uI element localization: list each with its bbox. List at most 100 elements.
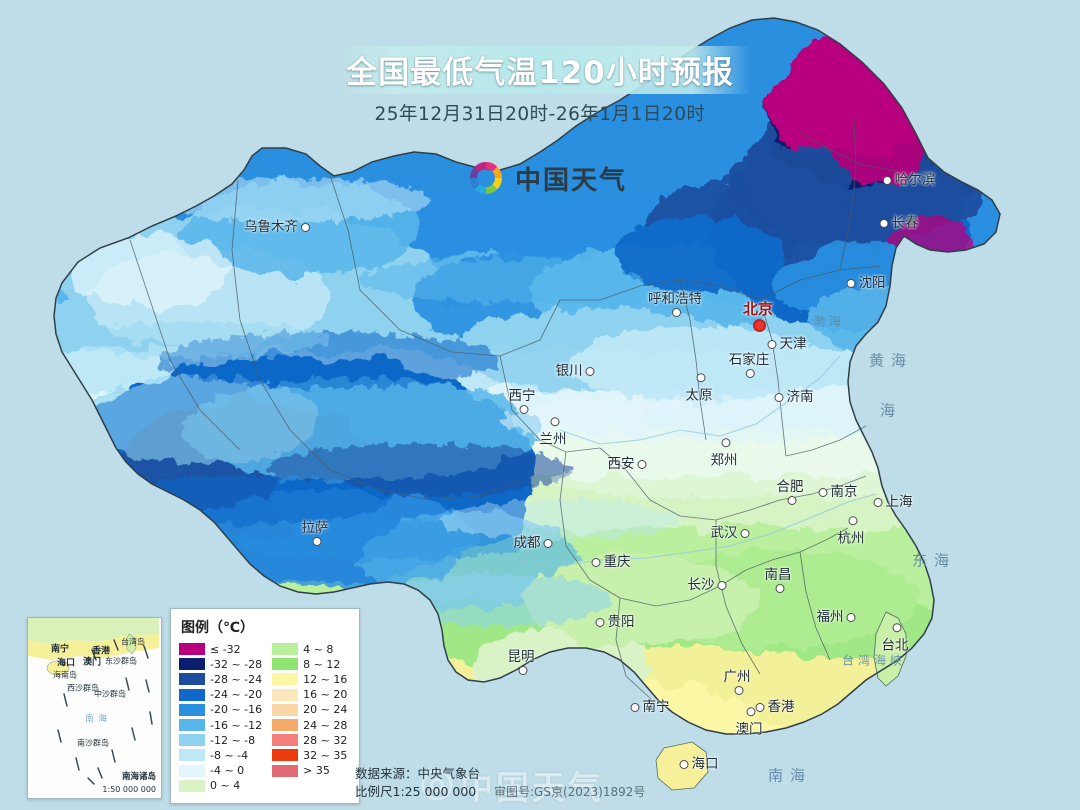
- city-name: 太原: [685, 386, 713, 403]
- inset-place-label: 海南岛: [53, 670, 77, 680]
- city-label: 海口: [679, 752, 719, 772]
- city-marker-icon: [892, 623, 901, 633]
- legend-row: -8 ~ -4: [179, 748, 262, 762]
- inset-place-label: 南宁: [50, 644, 70, 655]
- city-name: 澳门: [735, 720, 763, 737]
- city-label: 杭州: [838, 516, 865, 546]
- city-marker-icon: [637, 459, 647, 469]
- city-label: 长春: [879, 211, 919, 231]
- city-name: 重庆: [603, 554, 631, 570]
- legend-range-label: 24 ~ 28: [303, 718, 348, 732]
- legend-row: -28 ~ -24: [179, 672, 262, 686]
- city-label: 石家庄: [729, 348, 769, 378]
- legend-row: -24 ~ -20: [179, 688, 262, 702]
- logo-text: 中国天气: [515, 165, 628, 196]
- city-label: 福州: [817, 605, 856, 625]
- city-name: 贵阳: [607, 614, 635, 630]
- legend-row: -4 ~ 0: [179, 764, 262, 778]
- city-marker-icon: [846, 612, 856, 622]
- city-name: 北京: [742, 300, 774, 318]
- legend-title: 图例（℃）: [181, 620, 254, 636]
- city-name: 兰州: [539, 430, 567, 447]
- city-label: 成都: [514, 531, 553, 551]
- city-marker-icon: [740, 528, 750, 538]
- legend-swatch: [272, 734, 299, 747]
- city-marker-icon: [879, 218, 889, 228]
- legend-swatch: [179, 764, 205, 777]
- city-label: 台北: [882, 623, 909, 653]
- sea-label: 渤海: [812, 314, 846, 329]
- inset-place-label: 海口: [56, 658, 76, 669]
- city-name: 西宁: [508, 388, 536, 404]
- city-marker-icon: [746, 368, 755, 378]
- city-marker-icon: [848, 516, 857, 526]
- map-footer: 数据来源：中央气象台 比例尺1:25 000 000: [355, 765, 480, 801]
- inset-sea-label: 南海: [84, 714, 112, 725]
- city-label: 天津: [767, 332, 807, 352]
- map-approval-number: 审图号:GS京(2023)1892号: [494, 785, 646, 799]
- city-label: 哈尔滨: [882, 168, 935, 188]
- city-label: 广州: [724, 665, 751, 695]
- legend-swatch: [179, 734, 205, 747]
- page-title: 全国最低气温120小时预报: [346, 55, 734, 91]
- city-marker-icon: [696, 373, 705, 383]
- city-marker-icon: [721, 438, 730, 448]
- city-name: 乌鲁木齐: [244, 219, 298, 235]
- city-name: 济南: [786, 389, 814, 405]
- legend-range-label: -16 ~ -12: [210, 718, 263, 732]
- city-marker-icon: [734, 685, 743, 695]
- city-label: 重庆: [591, 550, 631, 570]
- inset-place-label: 东沙群岛: [105, 656, 137, 666]
- legend-range-label: 4 ~ 8: [303, 642, 334, 656]
- city-marker-icon: [752, 319, 766, 332]
- legend-row: 32 ~ 35: [272, 748, 347, 762]
- city-label: 昆明: [508, 645, 535, 675]
- city-name: 沈阳: [858, 275, 886, 291]
- data-source: 数据来源：中央气象台: [355, 766, 481, 781]
- sea-label: 海: [879, 401, 903, 420]
- legend-swatch: [179, 658, 205, 671]
- legend-row: -12 ~ -8: [179, 733, 262, 747]
- city-label: 南宁: [630, 695, 670, 715]
- legend-row: 16 ~ 20: [272, 688, 347, 702]
- legend-row: 0 ~ 4: [179, 779, 262, 793]
- legend-range-label: 0 ~ 4: [210, 779, 241, 793]
- legend-range-label: 8 ~ 12: [303, 657, 341, 671]
- city-marker-icon: [775, 583, 784, 593]
- city-label: 乌鲁木齐: [244, 215, 310, 235]
- legend-swatch: [179, 779, 205, 792]
- national-border: [53, 17, 1001, 735]
- city-name: 南京: [830, 484, 858, 500]
- legend-swatch: [272, 643, 299, 656]
- legend-swatch: [272, 688, 299, 701]
- legend-panel: 图例（℃） ≤ -32 -32 ~ -28 -28 ~ -24 -24 ~ -20 -2…: [170, 608, 360, 804]
- city-label: 合肥: [777, 475, 804, 505]
- legend-range-label: -4 ~ 0: [210, 764, 245, 778]
- city-name: 广州: [723, 669, 751, 685]
- city-marker-icon: [518, 665, 527, 675]
- city-name: 上海: [885, 494, 913, 510]
- city-marker-icon: [717, 580, 727, 590]
- inset-map-graphic: [28, 618, 159, 796]
- legend-range-label: -24 ~ -20: [210, 688, 263, 702]
- city-name: 武汉: [710, 525, 738, 541]
- city-marker-icon: [543, 538, 553, 548]
- city-name: 海口: [691, 756, 719, 772]
- legend-range-label: -12 ~ -8: [210, 733, 256, 747]
- city-label: 太原: [686, 373, 713, 403]
- south-china-sea-inset: 南宁 海口 香港 澳门 台湾岛 东沙群岛 海南岛 西沙群岛 中沙群岛 南沙群岛 南海 南海诸岛 1:…: [27, 617, 162, 799]
- city-name: 长春: [891, 215, 919, 231]
- legend-range-label: -8 ~ -4: [210, 748, 249, 762]
- city-name: 拉萨: [301, 520, 329, 536]
- legend-swatch: [272, 673, 299, 686]
- legend-swatch: [272, 658, 299, 671]
- title-banner: [333, 46, 751, 94]
- city-label: 呼和浩特: [648, 287, 702, 317]
- sea-label: 东海: [911, 551, 957, 570]
- city-name: 合肥: [776, 479, 804, 495]
- sea-label: 黄海: [868, 351, 914, 370]
- city-name: 长沙: [687, 577, 715, 593]
- city-name: 南昌: [764, 567, 792, 583]
- legend-range-label: 20 ~ 24: [303, 703, 348, 717]
- city-label: 贵阳: [595, 610, 635, 630]
